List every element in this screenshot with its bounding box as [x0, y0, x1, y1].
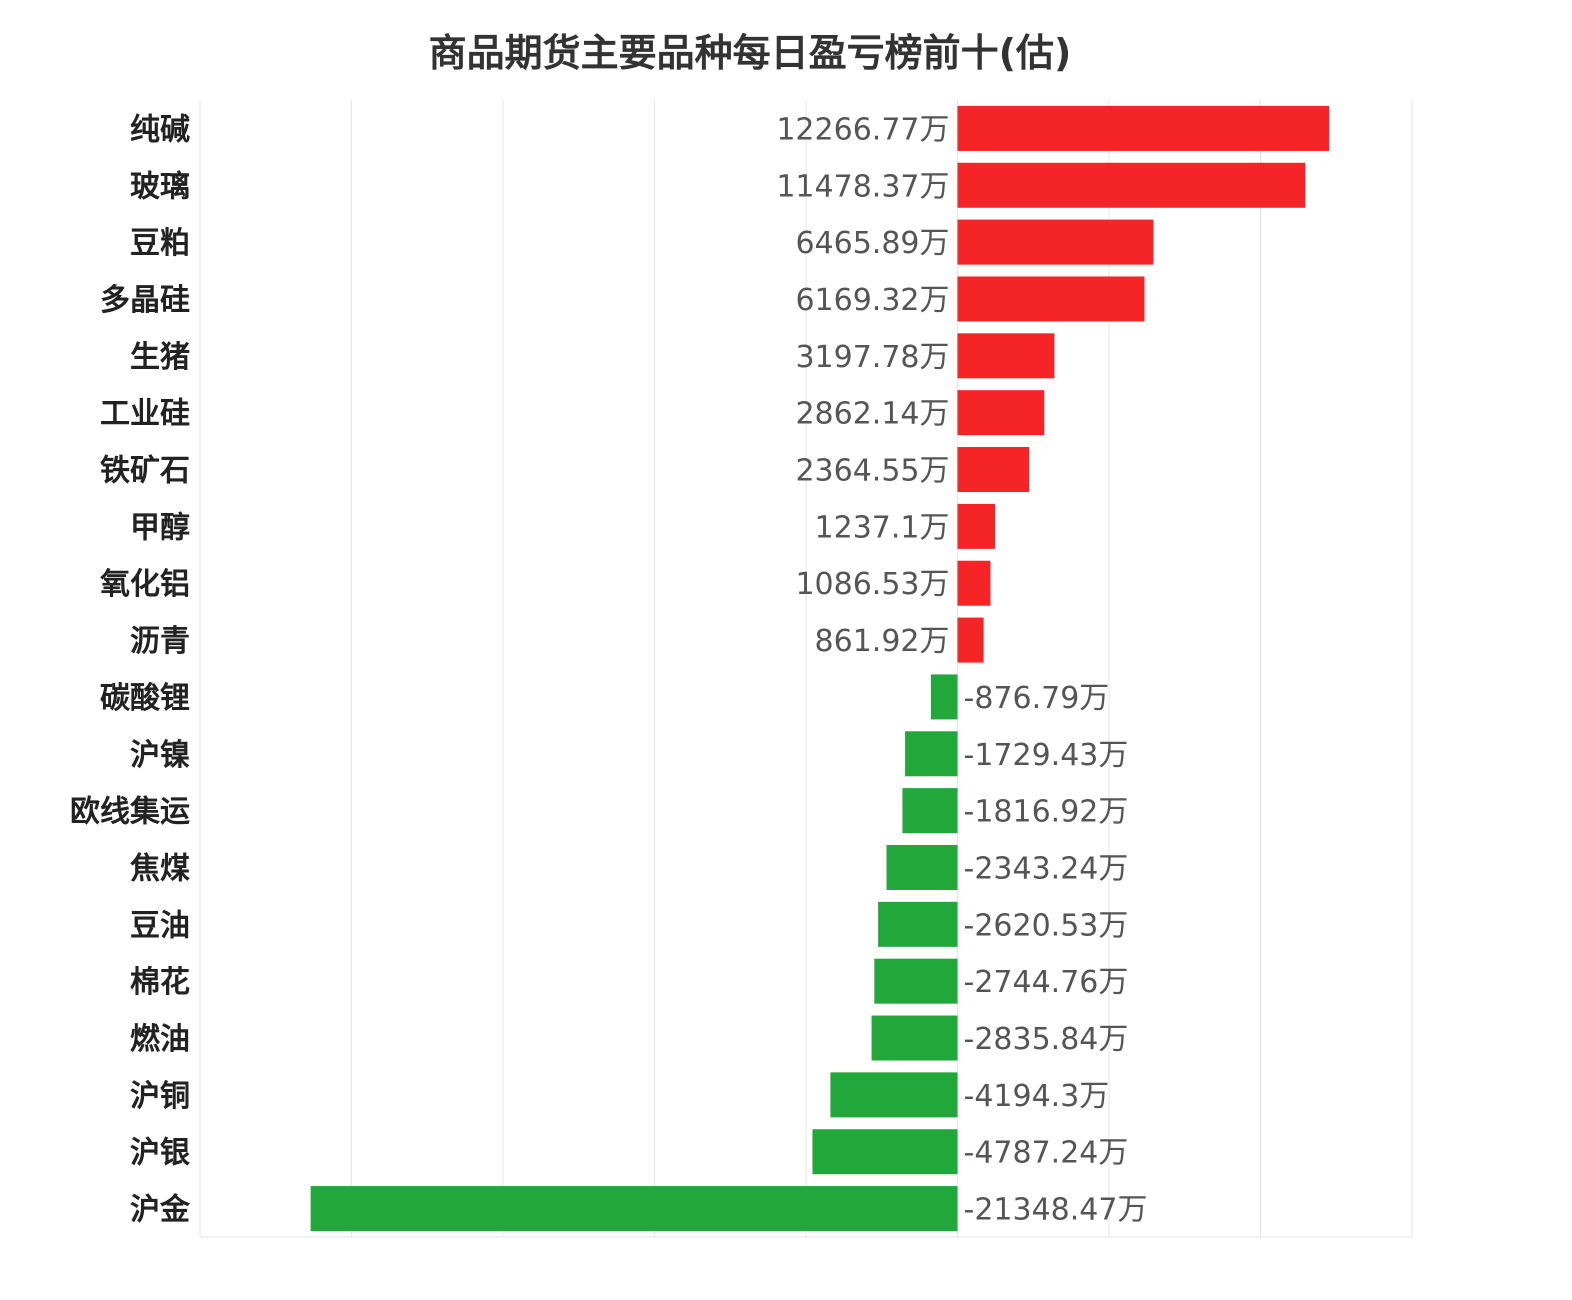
bar: [878, 901, 958, 947]
data-label: -2744.76万: [964, 965, 1129, 1000]
bar: [930, 674, 958, 720]
data-label: -21348.47万: [964, 1193, 1148, 1228]
data-label: 861.92万: [815, 624, 950, 659]
bar: [957, 276, 1145, 322]
category-label: 沪银: [130, 1136, 190, 1171]
data-label: -2835.84万: [964, 1022, 1129, 1057]
bar: [957, 503, 995, 549]
data-label: 2364.55万: [795, 454, 949, 489]
category-label: 沪镍: [130, 738, 190, 773]
bar: [905, 731, 958, 777]
category-label: 燃油: [130, 1022, 190, 1057]
data-label: -2343.24万: [964, 851, 1129, 886]
data-label: -4787.24万: [964, 1136, 1129, 1171]
category-label: 沥青: [130, 624, 190, 659]
bar: [957, 219, 1154, 265]
bar: [874, 958, 958, 1004]
grid-lines: [199, 100, 1413, 1238]
bar: [957, 390, 1045, 436]
category-label: 甲醇: [130, 510, 190, 545]
bars: [310, 105, 1330, 1232]
category-label: 沪金: [130, 1193, 191, 1228]
bar: [957, 560, 991, 606]
category-label: 铁矿石: [100, 454, 190, 489]
bar: [310, 1186, 958, 1232]
bar: [871, 1015, 958, 1061]
category-label: 豆油: [130, 908, 190, 943]
category-label: 沪铜: [130, 1079, 190, 1114]
data-label: -1729.43万: [964, 738, 1129, 773]
category-label: 纯碱: [130, 112, 190, 147]
category-label: 欧线集运: [70, 795, 190, 830]
bar: [957, 617, 984, 663]
data-label: -4194.3万: [964, 1079, 1110, 1114]
category-label: 玻璃: [130, 169, 190, 204]
chart-title: 商品期货主要品种每日盈亏榜前十(估): [428, 31, 1072, 75]
category-label: 豆粕: [130, 226, 190, 261]
category-label: 生猪: [130, 340, 190, 375]
data-label: -876.79万: [964, 681, 1110, 716]
bar: [830, 1072, 958, 1118]
data-label: 1237.1万: [815, 510, 950, 545]
category-label: 多晶硅: [100, 283, 190, 318]
bar: [812, 1129, 958, 1175]
data-label: -1816.92万: [964, 795, 1129, 830]
data-label: 6169.32万: [795, 283, 949, 318]
data-label: 3197.78万: [795, 340, 949, 375]
bar: [957, 333, 1055, 379]
bar: [957, 162, 1306, 208]
category-label: 棉花: [130, 965, 190, 1000]
bar: [902, 788, 958, 834]
data-label: 12266.77万: [776, 112, 949, 147]
bar: [957, 105, 1330, 151]
bar: [957, 447, 1030, 493]
data-label: 1086.53万: [795, 567, 949, 602]
category-label: 焦煤: [130, 851, 190, 886]
category-label: 工业硅: [100, 397, 190, 432]
bar: [886, 844, 958, 890]
data-label: 11478.37万: [776, 169, 949, 204]
data-label: 2862.14万: [795, 397, 949, 432]
category-label: 碳酸锂: [100, 681, 190, 716]
data-label: 6465.89万: [795, 226, 949, 261]
data-label: -2620.53万: [964, 908, 1129, 943]
category-label: 氧化铝: [100, 567, 190, 602]
